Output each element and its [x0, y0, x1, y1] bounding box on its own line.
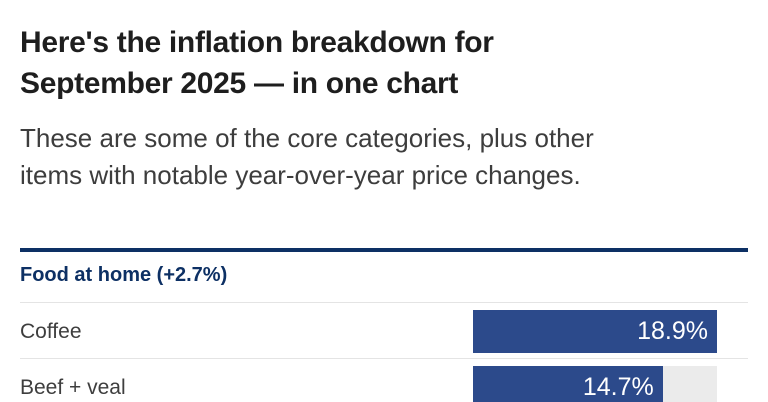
row-label: Coffee — [20, 319, 82, 343]
page-title-line1: Here's the inflation breakdown for — [20, 26, 494, 59]
page-title-line2: September 2025 — in one chart — [20, 67, 459, 100]
bar-chart: Coffee 18.9% Beef + veal 14.7% — [20, 302, 748, 402]
bar-track: 18.9% — [473, 310, 717, 353]
page-subtitle: These are some of the core categories, p… — [20, 120, 748, 194]
bar-fill: 14.7% — [473, 366, 663, 402]
row-label: Beef + veal — [20, 375, 126, 399]
section-header: Food at home (+2.7%) — [20, 264, 228, 286]
chart-row: Coffee 18.9% — [20, 302, 748, 358]
page-title: Here's the inflation breakdown for Septem… — [20, 22, 748, 104]
bar-track: 14.7% — [473, 366, 717, 402]
bar-value: 18.9% — [637, 317, 708, 345]
bar-value: 14.7% — [582, 373, 654, 401]
page-subtitle-line2: items with notable year-over-year price … — [20, 160, 581, 190]
bar-fill: 18.9% — [473, 310, 717, 353]
section-rule — [20, 248, 748, 252]
chart-row: Beef + veal 14.7% — [20, 358, 748, 402]
page-subtitle-line1: These are some of the core categories, p… — [20, 123, 594, 153]
